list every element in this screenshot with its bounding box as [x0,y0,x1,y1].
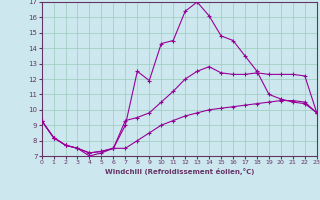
X-axis label: Windchill (Refroidissement éolien,°C): Windchill (Refroidissement éolien,°C) [105,168,254,175]
